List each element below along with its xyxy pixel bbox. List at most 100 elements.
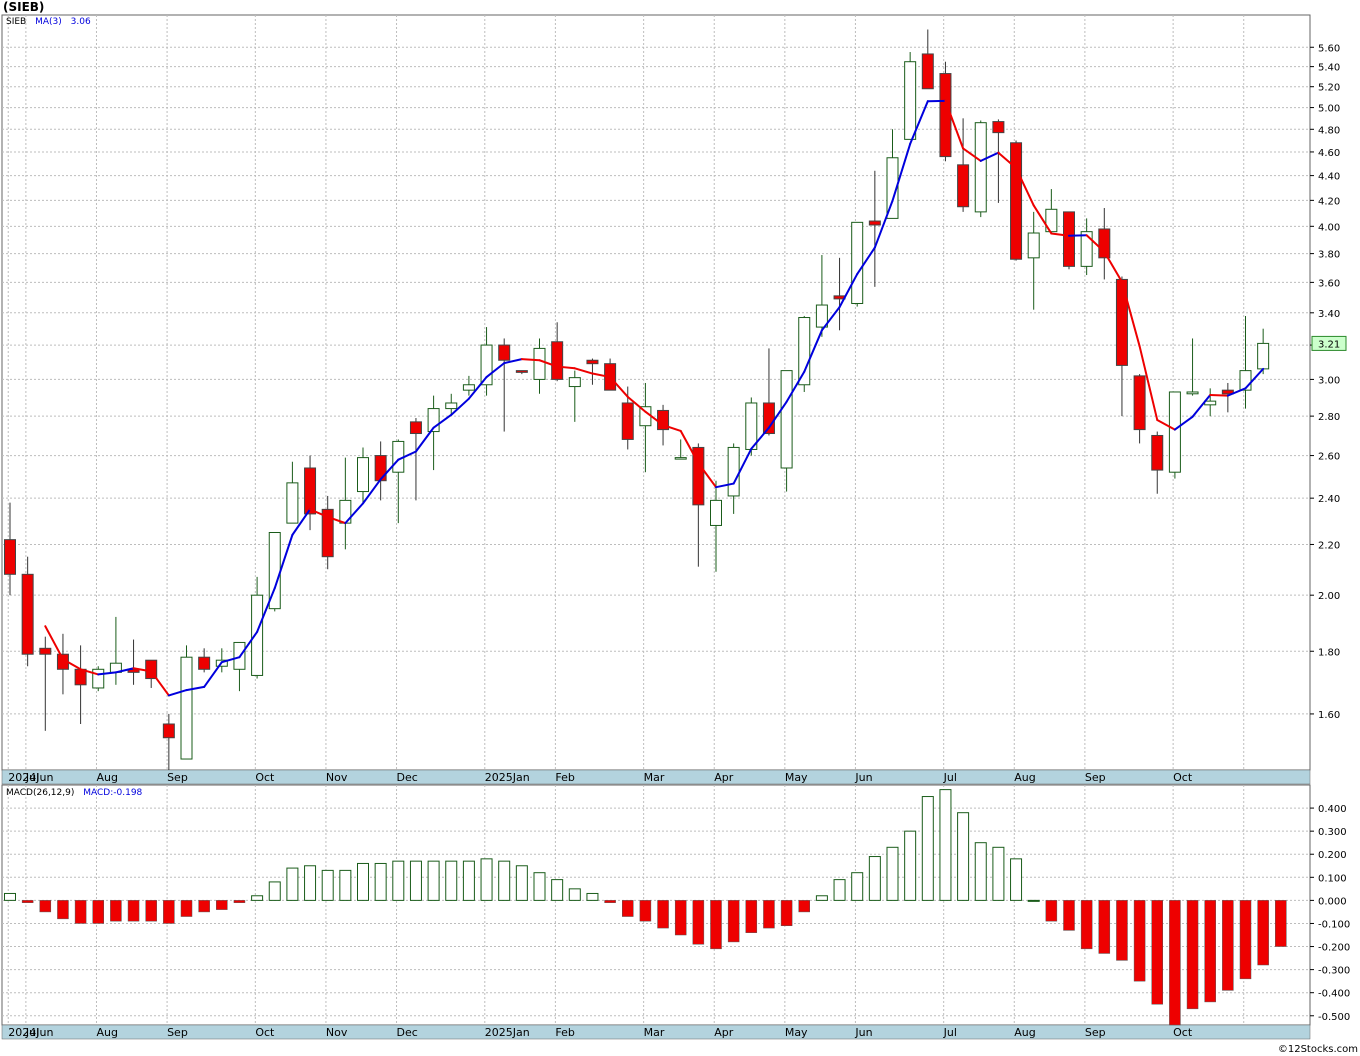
ma-segment xyxy=(273,533,294,590)
candle-up xyxy=(1168,391,1181,473)
macd-bar-positive xyxy=(974,842,987,901)
macd-bar-negative xyxy=(145,900,157,922)
ma-segment xyxy=(679,429,700,465)
macd-bar-positive xyxy=(815,895,828,901)
macd-bar-negative xyxy=(1257,900,1269,966)
candle-down xyxy=(921,53,934,90)
price-y-tick-label: 2.40 xyxy=(1318,494,1340,505)
macd-bar-positive xyxy=(921,796,934,901)
macd-bar-negative xyxy=(1133,900,1146,982)
ma-segment xyxy=(379,458,400,481)
macd-x-tick-label: Oct xyxy=(255,1026,275,1039)
candle-up xyxy=(674,457,687,460)
macd-x-tick-label: Nov xyxy=(326,1026,348,1039)
candle-up xyxy=(462,384,475,391)
macd-bar-negative xyxy=(657,900,669,929)
macd-bar-negative xyxy=(727,900,740,943)
macd-bar-negative xyxy=(216,900,228,910)
ma-segment xyxy=(485,362,506,379)
grid-lines xyxy=(2,15,1314,1025)
macd-bar-negative xyxy=(1204,900,1216,1003)
macd-bar-negative xyxy=(1169,900,1181,1026)
ma-segment xyxy=(61,658,82,671)
ma-segment xyxy=(1209,394,1229,397)
macd-bar-negative xyxy=(21,900,34,903)
candle-down xyxy=(515,370,528,373)
ma-segment xyxy=(591,372,612,379)
candle-down xyxy=(586,359,599,365)
price-y-tick-label: 4.80 xyxy=(1318,125,1340,136)
ma-segment xyxy=(909,100,929,145)
macd-x-tick-label: Sep xyxy=(1085,1026,1106,1039)
ma-segment xyxy=(1156,418,1176,431)
candle-up xyxy=(1257,342,1270,370)
macd-bar-negative xyxy=(74,900,87,924)
candle-up xyxy=(1080,231,1093,267)
candle-down xyxy=(939,73,952,158)
candle-down xyxy=(162,723,175,739)
candle-up xyxy=(427,408,440,433)
macd-bar-negative xyxy=(1275,900,1287,947)
macd-bar-negative xyxy=(1151,900,1163,1005)
ma-segment xyxy=(1085,234,1106,253)
price-y-tick-label: 1.80 xyxy=(1318,647,1340,658)
ma-segment xyxy=(79,668,100,676)
candle-down xyxy=(992,121,1005,134)
ma-segment xyxy=(997,151,1018,169)
candle-down xyxy=(1010,142,1023,260)
price-x-tick-label: Mar xyxy=(644,771,665,784)
ma-segment xyxy=(644,410,665,427)
ma-segment xyxy=(662,424,682,432)
macd-bar-negative xyxy=(127,900,140,922)
macd-bar-positive xyxy=(833,879,846,901)
candle-down xyxy=(1098,228,1111,259)
candle-down xyxy=(4,539,16,575)
price-x-tick-label: Aug xyxy=(1014,771,1035,784)
macd-x-tick-label: Oct xyxy=(1173,1026,1193,1039)
price-x-tick-label: 2024Jun xyxy=(8,771,53,784)
ma-segment xyxy=(873,199,894,249)
macd-bar-positive xyxy=(868,856,881,901)
macd-x-tick-label: Apr xyxy=(714,1026,734,1039)
ma-segment xyxy=(44,625,64,661)
macd-bar-negative xyxy=(92,900,104,924)
price-x-tick-label: May xyxy=(785,771,808,784)
candle-up xyxy=(180,656,193,760)
macd-bar-negative xyxy=(198,900,210,913)
price-x-tick-label: 2025Jan xyxy=(485,771,530,784)
candle-up xyxy=(745,402,758,450)
ma-segment xyxy=(1191,394,1212,418)
macd-y-tick-label: -0.500 xyxy=(1318,1012,1350,1023)
macd-x-tick-label: Dec xyxy=(397,1026,418,1039)
price-panel-bg xyxy=(1,14,1311,771)
legend-macd-value: -0.198 xyxy=(113,788,142,798)
macd-x-tick-label: Feb xyxy=(555,1026,574,1039)
macd-x-axis-band xyxy=(1,1024,1311,1040)
macd-bar-negative xyxy=(798,900,810,913)
price-x-tick-label: Aug xyxy=(96,771,117,784)
ma-segment xyxy=(362,478,382,505)
price-x-axis-band xyxy=(1,769,1311,785)
macd-bar-positive xyxy=(268,881,281,901)
ma-segment xyxy=(732,447,753,485)
macd-y-tick-label: -0.200 xyxy=(1318,943,1350,954)
candle-down xyxy=(1133,375,1146,431)
macd-bar-positive xyxy=(957,812,970,901)
price-y-tick-label: 2.80 xyxy=(1318,412,1340,423)
candle-down xyxy=(321,508,334,558)
macd-bar-positive xyxy=(304,865,317,901)
macd-legend: MACD(26,12,9) MACD:-0.198 xyxy=(6,788,143,798)
x-axis-labels: 2024Jun2024JunJulJulAugAugSepSepOctOctNo… xyxy=(8,771,1193,1039)
macd-bar-negative xyxy=(622,900,634,917)
macd-x-tick-label: 2024Jun xyxy=(8,1026,53,1039)
candle-down xyxy=(374,455,387,482)
candle-up xyxy=(710,499,722,526)
price-y-tick-label: 2.00 xyxy=(1318,591,1340,602)
candle-down xyxy=(39,647,52,655)
macd-y-tick-label: -0.400 xyxy=(1318,989,1350,1000)
candle-down xyxy=(1063,211,1075,267)
macd-bar-negative xyxy=(674,900,687,936)
macd-bar-positive xyxy=(904,830,917,901)
candle-up xyxy=(815,304,828,328)
